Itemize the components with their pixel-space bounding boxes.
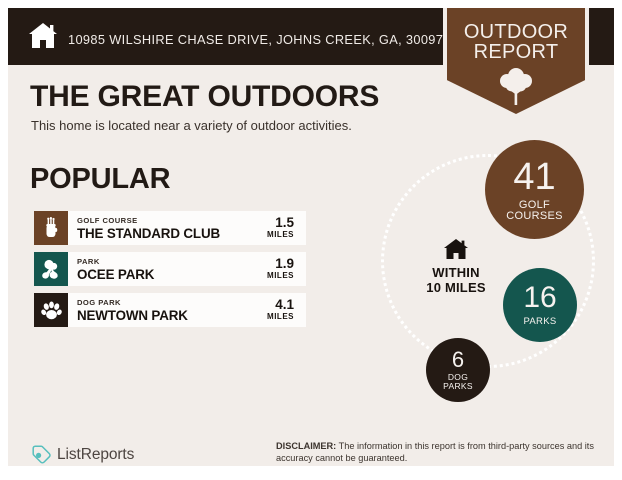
poi-distance-value: 1.9	[275, 256, 294, 271]
poi-category: PARK	[77, 256, 100, 266]
list-item[interactable]: GOLF COURSE THE STANDARD CLUB 1.5 MILES	[34, 211, 306, 245]
within-radius-block: WITHIN 10 MILES	[401, 238, 511, 295]
listreports-logo-text: ListReports	[57, 445, 135, 463]
stat-label-line1: DOG	[447, 371, 469, 382]
stat-value: 6	[451, 346, 465, 372]
stat-label-line1: GOLF	[518, 198, 551, 211]
poi-distance-block: 4.1 MILES	[267, 298, 306, 322]
poi-icon-tile	[34, 211, 68, 245]
disclaimer-label: DISCLAIMER:	[276, 441, 337, 451]
poi-distance-unit: MILES	[267, 271, 294, 280]
within-label-line1: WITHIN	[432, 265, 480, 280]
disclaimer-text: The information in this report is from t…	[276, 441, 594, 463]
popular-list: GOLF COURSE THE STANDARD CLUB 1.5 MILES	[34, 211, 306, 334]
stat-value: 41	[513, 155, 556, 198]
home-icon	[444, 239, 468, 259]
badge-title-line2: REPORT	[473, 41, 559, 63]
poi-category: DOG PARK	[77, 297, 121, 307]
poi-distance-block: 1.5 MILES	[267, 216, 306, 240]
section-title-popular: POPULAR	[30, 163, 171, 195]
list-item[interactable]: PARK OCEE PARK 1.9 MILES	[34, 252, 306, 286]
stat-value: 16	[523, 281, 557, 314]
poi-category: GOLF COURSE	[77, 215, 138, 225]
stat-label-line2: COURSES	[506, 209, 563, 222]
tree-icon	[500, 68, 532, 105]
poi-icon-tile	[34, 252, 68, 286]
stat-label-line2: PARKS	[443, 381, 473, 391]
outdoor-report-badge: OUTDOOR REPORT	[443, 8, 589, 120]
list-item[interactable]: DOG PARK NEWTOWN PARK 4.1 MILES	[34, 293, 306, 327]
poi-icon-tile	[34, 293, 68, 327]
stat-bubble-parks: 16 PARKS	[503, 268, 577, 342]
stat-label-line1: PARKS	[523, 316, 557, 327]
home-icon	[29, 23, 57, 48]
poi-distance-value: 1.5	[275, 215, 294, 230]
badge-title-line1: OUTDOOR	[463, 21, 569, 43]
within-label-line2: 10 MILES	[426, 280, 486, 295]
poi-text-block: DOG PARK NEWTOWN PARK	[68, 298, 267, 323]
listreports-logo[interactable]: ListReports	[32, 445, 134, 464]
poi-distance-unit: MILES	[267, 230, 294, 239]
property-address: 10985 WILSHIRE CHASE DRIVE, JOHNS CREEK,…	[68, 32, 444, 47]
poi-text-block: GOLF COURSE THE STANDARD CLUB	[68, 216, 267, 241]
poi-name: OCEE PARK	[77, 266, 155, 282]
listreports-tag-icon	[32, 445, 51, 464]
outdoor-stats-graphic: WITHIN 10 MILES 41 GOLF COURSES 16 PARKS…	[363, 138, 613, 428]
poi-text-block: PARK OCEE PARK	[68, 257, 267, 282]
stat-bubble-golf-courses: 41 GOLF COURSES	[485, 140, 584, 239]
poi-distance-unit: MILES	[267, 312, 294, 321]
report-page: 10985 WILSHIRE CHASE DRIVE, JOHNS CREEK,…	[8, 8, 614, 466]
poi-distance-block: 1.9 MILES	[267, 257, 306, 281]
poi-name: NEWTOWN PARK	[77, 307, 188, 323]
park-trees-icon	[41, 259, 58, 279]
page-subtitle: This home is located near a variety of o…	[31, 118, 352, 133]
stat-bubble-dog-parks: 6 DOG PARKS	[426, 338, 490, 402]
paw-print-icon	[40, 301, 62, 319]
disclaimer: DISCLAIMER: The information in this repo…	[276, 440, 601, 464]
poi-name: THE STANDARD CLUB	[77, 225, 221, 241]
golf-bag-icon	[46, 217, 58, 237]
poi-distance-value: 4.1	[275, 297, 294, 312]
page-title: THE GREAT OUTDOORS	[30, 80, 380, 113]
